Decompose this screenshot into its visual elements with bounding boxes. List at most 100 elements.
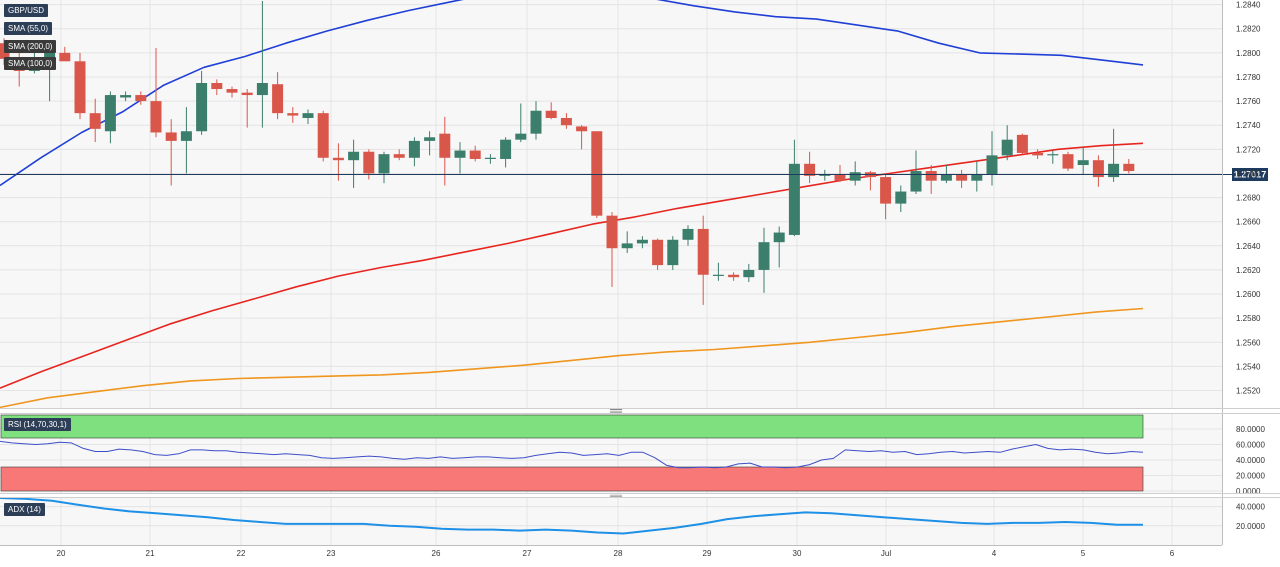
current-price-tag-bg [1232,168,1268,181]
candle-body [302,113,314,118]
moving-averages [0,0,1144,409]
candle-body [515,133,527,140]
candle-body [89,113,101,129]
candle-body [44,52,56,59]
candle-body [196,83,208,132]
candle-body [74,61,86,114]
sma55-line [0,0,1144,187]
candle-body [621,243,633,249]
adx-tick-label: 40.0000 [1236,503,1265,512]
candle-body [956,174,968,181]
y-tick-label: 1.2640 [1236,242,1261,251]
candle-body [880,177,892,204]
y-tick-label: 1.2680 [1236,194,1261,203]
candle-body [348,151,360,161]
candle-body [697,228,709,275]
candle-body [743,269,755,278]
y-tick-label: 1.2540 [1236,362,1261,371]
rsi-tick-label: 60.0000 [1236,441,1265,450]
y-tick-label: 1.2800 [1236,49,1261,58]
candle-body [424,137,436,141]
x-tick-label: 22 [237,549,246,558]
candle-body [135,95,147,102]
candle-body [332,157,344,161]
y-tick-label: 1.2780 [1236,73,1261,82]
y-tick-label: 1.2820 [1236,25,1261,34]
x-tick-label: 30 [793,549,802,558]
candle-body [393,154,405,158]
y-tick-label: 1.2580 [1236,314,1261,323]
adx-line [0,497,1143,535]
x-tick-label: 6 [1170,549,1175,558]
candle-body [1047,154,1059,156]
legend-sma55[interactable]: SMA (55,0) [4,22,53,35]
legend-symbol: GBP/USD [4,4,49,17]
candle-body [819,174,831,176]
x-tick-label: 26 [432,549,441,558]
rsi-line [0,440,1144,469]
price-panel-bg [0,0,1222,408]
candle-body [180,131,192,141]
candle-body [484,157,496,159]
y-tick-label: 1.2620 [1236,266,1261,275]
x-tick-label: 4 [992,549,997,558]
candle-body [895,191,907,204]
x-tick-label: 23 [327,549,336,558]
legend-adx[interactable]: ADX (14) [4,503,45,516]
candle-body [439,133,451,158]
rsi-tick-label: 40.0000 [1236,456,1265,465]
candle-body [363,151,375,174]
candle-body [317,113,329,158]
candle-body [1001,139,1013,156]
candle-body [925,171,937,181]
adx-panel-bg [0,497,1222,545]
candle-body [606,215,618,249]
candle-body [378,154,390,174]
indicator-lines [0,440,1144,535]
current-price-tag: 1.27017 [1234,170,1267,180]
candle-body [667,239,679,266]
y-tick-label: 1.2600 [1236,290,1261,299]
sma200-line [0,307,1144,409]
candle-body [834,174,846,181]
y-tick-label: 1.2700 [1236,169,1261,178]
legend-rsi[interactable]: RSI (14,70,30,1) [4,418,71,431]
candle-body [652,239,664,266]
candle-body [804,163,816,176]
legend-sma100[interactable]: SMA (100,0) [4,57,57,70]
y-tick-label: 1.2660 [1236,218,1261,227]
candle-body [1092,160,1104,178]
candle-body [712,274,724,276]
candle-body [150,101,162,133]
candle-body [530,110,542,134]
candle-body [576,126,588,132]
candle-body [591,131,603,216]
candle-body [545,110,557,118]
candle-body [773,232,785,243]
candle-body [287,113,299,116]
candle-body [560,117,572,126]
x-tick-label: 20 [57,549,66,558]
x-tick-label: 27 [523,549,532,558]
candle-body [272,84,284,114]
candle-body [500,139,512,159]
candle-body [469,150,481,159]
panel-splitter-rsi[interactable] [610,409,622,413]
x-tick-label: 29 [703,549,712,558]
candle-body [1032,152,1044,156]
candle-body [211,83,223,90]
x-tick-label: 28 [614,549,623,558]
candle-body [165,132,177,141]
legend-sma200[interactable]: SMA (200,0) [4,40,57,53]
y-tick-label: 1.2760 [1236,97,1261,106]
candle-body [454,150,466,158]
adx-tick-label: 20.0000 [1236,522,1265,531]
sma100-line [0,142,1144,389]
candle-body [1123,163,1135,172]
x-tick-label: 21 [146,549,155,558]
y-tick-label: 1.2740 [1236,121,1261,130]
candle-body [408,140,420,158]
